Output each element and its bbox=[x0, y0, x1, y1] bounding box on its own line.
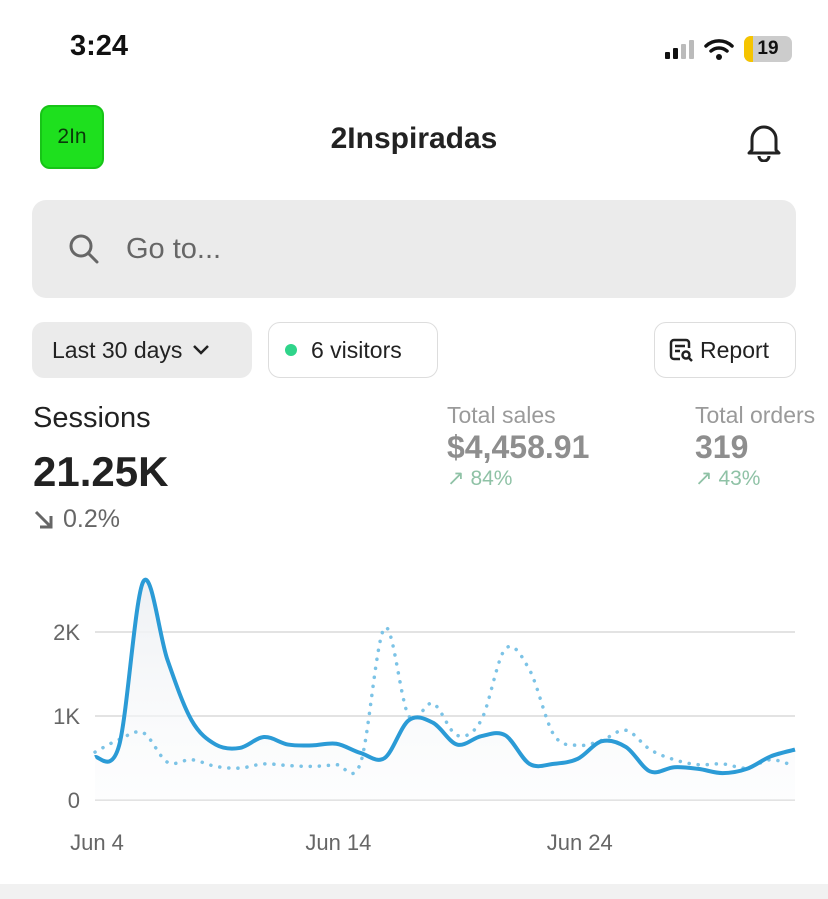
sessions-change: 0.2% bbox=[33, 505, 120, 534]
sessions-chart[interactable]: 0 1K 2K Jun 4 Jun 14 Jun 24 bbox=[0, 560, 828, 870]
total-sales-change: ↗ 84% bbox=[447, 466, 589, 491]
x-tick-label: Jun 14 bbox=[305, 830, 371, 855]
report-icon bbox=[669, 338, 693, 362]
arrow-up-right-icon: ↗ bbox=[447, 467, 471, 490]
total-orders-metric[interactable]: Total orders 319 ↗ 43% bbox=[695, 402, 815, 491]
report-button[interactable]: Report bbox=[654, 322, 796, 378]
total-sales-change-value: 84% bbox=[470, 467, 513, 490]
chevron-down-icon bbox=[193, 345, 210, 355]
search-input[interactable]: Go to... bbox=[32, 200, 796, 298]
total-orders-change-value: 43% bbox=[718, 467, 761, 490]
visitors-label: 6 visitors bbox=[311, 336, 402, 363]
store-logo[interactable]: 2In bbox=[40, 105, 104, 169]
battery-level: 19 bbox=[757, 38, 779, 59]
total-orders-label: Total orders bbox=[695, 402, 816, 428]
x-tick-label: Jun 4 bbox=[70, 830, 124, 855]
signal-icon bbox=[665, 39, 694, 59]
battery-icon: 19 bbox=[744, 36, 792, 62]
visitors-button[interactable]: 6 visitors bbox=[268, 322, 438, 378]
x-tick-label: Jun 24 bbox=[547, 830, 613, 855]
arrow-down-right-icon bbox=[34, 510, 53, 528]
page-title: 2Inspiradas bbox=[330, 122, 498, 155]
report-label: Report bbox=[700, 336, 770, 363]
sessions-series-line bbox=[94, 577, 796, 776]
comparison-series-line bbox=[93, 626, 797, 776]
search-placeholder: Go to... bbox=[126, 232, 222, 265]
arrow-up-right-icon: ↗ bbox=[695, 467, 719, 490]
y-tick-label: 2K bbox=[53, 620, 80, 645]
status-icons: 19 bbox=[665, 36, 792, 62]
sessions-value: 21.25K bbox=[33, 448, 169, 495]
total-sales-label: Total sales bbox=[447, 402, 556, 428]
sessions-label: Sessions bbox=[33, 402, 151, 434]
total-sales-metric[interactable]: Total sales $4,458.91 ↗ 84% bbox=[447, 402, 589, 491]
wifi-icon bbox=[704, 39, 734, 60]
total-sales-value: $4,458.91 bbox=[447, 429, 590, 465]
bottom-divider bbox=[0, 884, 828, 899]
total-orders-change: ↗ 43% bbox=[695, 466, 815, 491]
date-range-label: Last 30 days bbox=[52, 336, 183, 363]
y-tick-label: 1K bbox=[53, 704, 80, 729]
y-tick-label: 0 bbox=[68, 788, 80, 813]
status-time: 3:24 bbox=[70, 30, 129, 62]
search-icon bbox=[69, 234, 99, 264]
bell-icon[interactable] bbox=[744, 120, 784, 162]
sessions-change-value: 0.2% bbox=[63, 505, 120, 533]
total-orders-value: 319 bbox=[695, 429, 749, 465]
date-range-select[interactable]: Last 30 days bbox=[32, 322, 252, 378]
live-dot-icon bbox=[285, 344, 297, 356]
